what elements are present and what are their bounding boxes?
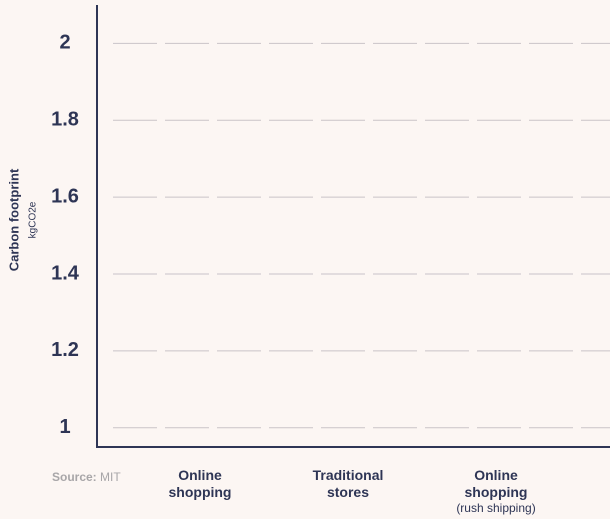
category-name: Traditional stores [312, 467, 384, 500]
y-tick-label: 1.4 [51, 262, 80, 284]
y-unit-group: kgCO2e [28, 201, 39, 238]
y-axis-label: Carbon footprint [6, 168, 21, 271]
source-label: Source: [52, 470, 97, 484]
x-tick-label: Traditional stores [293, 467, 403, 501]
y-tick-label: 1.2 [51, 339, 79, 361]
source-name: MIT [100, 470, 121, 484]
y-label-group: Carbon footprint [6, 168, 21, 271]
category-name: Online shopping [168, 467, 232, 500]
y-tick-label: 1 [59, 416, 70, 438]
category-note: (rush shipping) [456, 501, 536, 515]
x-tick-label: Online shopping (rush shipping) [441, 467, 551, 515]
y-axis-unit: kgCO2e [28, 201, 39, 238]
y-tick-label: 1.8 [51, 109, 79, 131]
y-tick-label: 1.6 [51, 185, 79, 207]
source: Source: MIT [52, 470, 121, 484]
x-tick-label: Online shopping [145, 467, 255, 501]
y-tick-label: 2 [59, 32, 70, 54]
category-name: Online shopping [464, 467, 528, 500]
